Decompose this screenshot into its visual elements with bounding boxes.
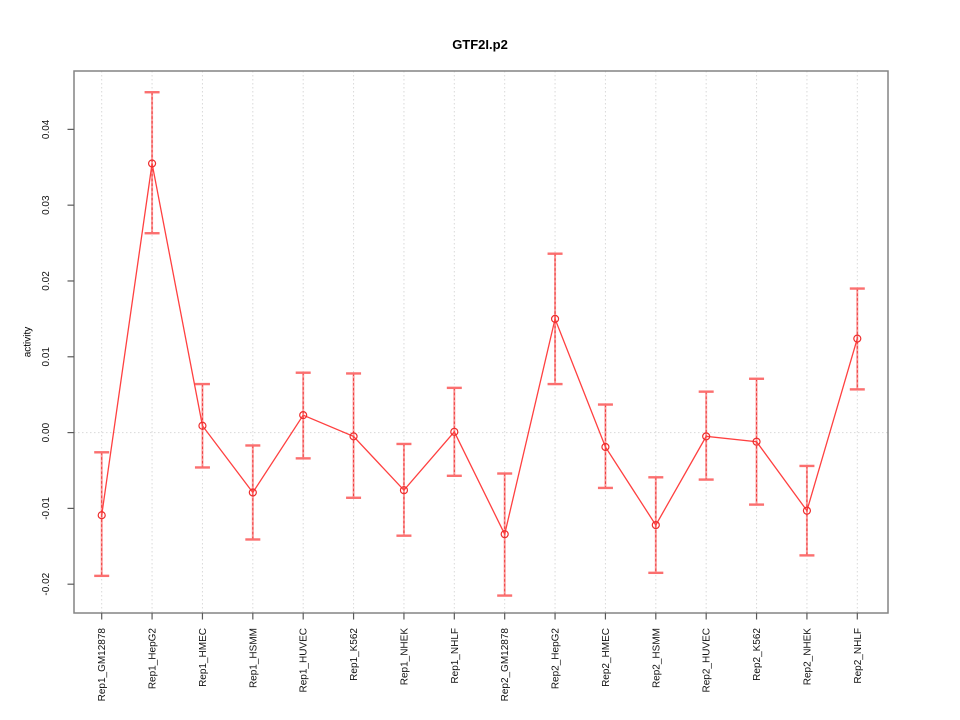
x-tick-label: Rep2_HepG2 — [551, 628, 562, 690]
point-marker — [752, 437, 761, 446]
x-tick-label: Rep1_GM12878 — [97, 628, 108, 702]
point-marker — [550, 314, 560, 323]
y-tick-label: -0.02 — [41, 572, 52, 595]
y-tick-label: 0.01 — [41, 347, 52, 367]
x-tick-label: Rep2_HUVEC — [702, 628, 713, 692]
point-marker — [399, 486, 409, 495]
x-tick-label: Rep2_GM12878 — [500, 628, 511, 702]
chart-title: GTF2I.p2 — [452, 37, 508, 52]
point-marker — [702, 432, 711, 441]
x-tick-label: Rep1_HepG2 — [148, 628, 159, 690]
x-tick-label: Rep1_K562 — [349, 628, 360, 681]
x-tick-label: Rep1_HMEC — [198, 628, 209, 687]
point-marker — [853, 334, 862, 343]
point-marker — [349, 432, 358, 441]
point-marker — [802, 506, 812, 515]
plot-frame — [73, 70, 889, 614]
y-tick-label: 0.03 — [41, 195, 52, 215]
y-tick-label: -0.01 — [41, 497, 52, 520]
x-tick-label: Rep1_HUVEC — [299, 628, 310, 692]
point-marker — [198, 421, 207, 430]
x-tick-label: Rep2_HSMM — [651, 628, 662, 688]
point-marker — [601, 442, 610, 452]
y-tick-label: 0.00 — [41, 422, 52, 442]
x-tick-label: Rep2_NHEK — [802, 628, 813, 686]
x-tick-label: Rep2_HMEC — [601, 628, 612, 687]
y-tick-label: 0.04 — [41, 119, 52, 139]
series-line — [101, 163, 858, 537]
x-tick-label: Rep1_NHEK — [399, 628, 410, 686]
point-marker — [299, 411, 308, 420]
point-marker — [97, 511, 106, 520]
point-marker — [450, 427, 459, 436]
point-marker — [147, 159, 157, 168]
point-marker — [248, 488, 257, 497]
point-marker — [500, 530, 509, 539]
point-marker — [651, 520, 660, 530]
x-tick-label: Rep1_NHLF — [450, 628, 461, 684]
x-tick-label: Rep2_NHLF — [853, 628, 864, 684]
x-tick-label: Rep2_K562 — [752, 628, 763, 681]
y-tick-label: 0.02 — [41, 271, 52, 291]
x-tick-label: Rep1_HSMM — [248, 628, 259, 688]
